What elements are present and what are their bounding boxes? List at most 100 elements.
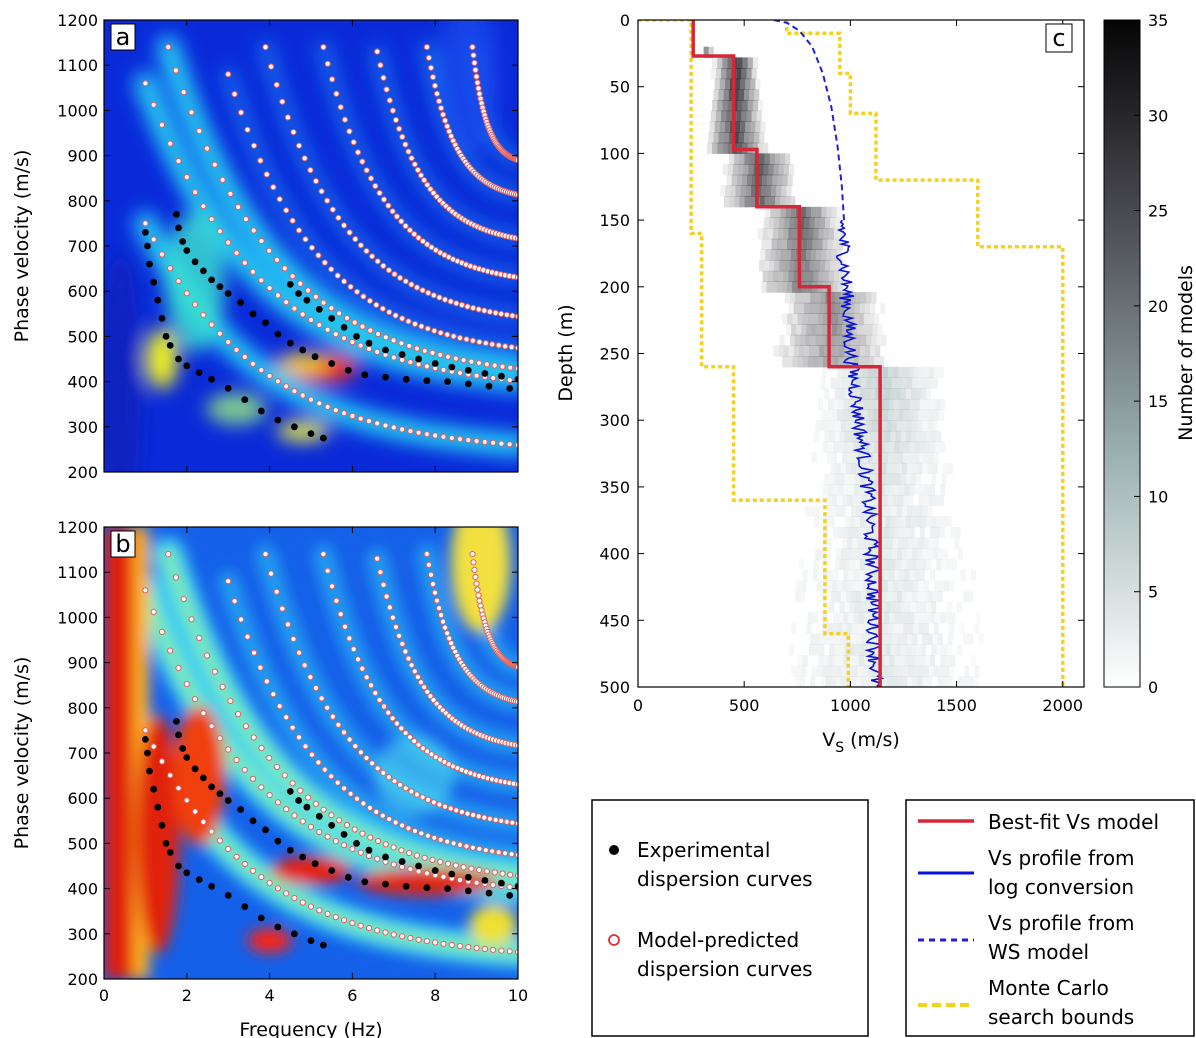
experimental-point: [464, 873, 472, 881]
density-cell: [913, 366, 919, 378]
density-cell: [916, 558, 922, 571]
density-cell: [904, 569, 910, 581]
density-cell: [832, 281, 838, 293]
model-predicted-point: [273, 256, 281, 263]
density-cell: [908, 580, 914, 592]
density-cell: [895, 430, 901, 443]
density-cell: [810, 334, 816, 346]
density-cell: [743, 164, 749, 176]
density-cell: [875, 430, 881, 443]
experimental-point: [299, 853, 307, 861]
panel-c-ytick-label: 500: [599, 678, 630, 697]
density-cell: [812, 238, 818, 250]
experimental-point: [208, 375, 216, 383]
model-predicted-point: [324, 567, 331, 574]
density-cell: [712, 142, 718, 154]
density-cell: [816, 580, 822, 592]
density-cell: [905, 558, 911, 571]
model-predicted-point: [514, 157, 518, 164]
density-cell: [928, 537, 934, 549]
panel-c-ytick-label: 100: [599, 144, 630, 163]
model-predicted-point: [262, 44, 269, 51]
model-predicted-point: [514, 441, 518, 449]
model-predicted-point: [332, 407, 339, 414]
density-cell: [891, 676, 897, 687]
model-predicted-point: [258, 744, 265, 752]
model-predicted-point: [436, 801, 443, 808]
density-cell: [889, 441, 895, 453]
density-cell: [884, 398, 890, 411]
model-predicted-point: [406, 342, 413, 350]
model-predicted-point: [423, 870, 430, 877]
density-cell: [797, 313, 803, 325]
model-predicted-point: [514, 191, 518, 198]
experimental-point: [216, 790, 224, 798]
density-cell: [713, 132, 719, 144]
density-cell: [938, 366, 944, 378]
density-cell: [814, 644, 820, 656]
model-predicted-point: [398, 218, 405, 225]
panel-b-ytick-label: 800: [67, 699, 98, 718]
density-cell: [826, 249, 832, 261]
panel-c-ytick-label: 350: [599, 478, 630, 497]
density-cell: [875, 601, 881, 613]
density-cell: [793, 302, 799, 314]
density-cell: [750, 185, 756, 197]
density-cell: [744, 89, 750, 101]
density-cell: [881, 505, 887, 517]
model-predicted-point: [424, 748, 431, 755]
density-cell: [894, 526, 900, 539]
model-predicted-point: [398, 340, 405, 347]
density-cell: [820, 591, 826, 603]
model-predicted-point: [514, 274, 518, 281]
density-cell: [806, 324, 812, 336]
density-cell: [817, 313, 823, 325]
model-predicted-point: [456, 841, 464, 849]
experimental-point: [299, 346, 307, 354]
density-cell: [882, 494, 888, 507]
model-predicted-point: [357, 922, 364, 929]
model-predicted-point: [450, 333, 457, 340]
model-predicted-point: [299, 899, 306, 906]
model-predicted-point: [411, 668, 418, 675]
experimental-point: [249, 817, 257, 825]
model-predicted-point: [270, 691, 277, 698]
model-predicted-point: [509, 819, 516, 826]
density-cell: [910, 388, 916, 400]
density-cell: [856, 591, 862, 603]
model-predicted-point: [363, 247, 370, 255]
density-cell: [835, 334, 841, 346]
model-predicted-point: [408, 155, 415, 162]
density-cell: [913, 452, 919, 464]
density-cell: [780, 196, 786, 208]
density-cell: [802, 356, 808, 368]
panel-b-xtick-label: 2: [182, 986, 192, 1005]
density-cell: [794, 292, 800, 304]
density-cell: [857, 537, 863, 549]
density-cell: [790, 206, 796, 218]
density-cell: [826, 494, 832, 507]
density-cell: [889, 526, 895, 539]
model-predicted-point: [476, 845, 483, 853]
density-cell: [745, 78, 751, 90]
model-predicted-point: [367, 834, 374, 841]
density-cell: [866, 292, 872, 304]
experimental-point: [415, 355, 422, 363]
model-predicted-point: [486, 308, 493, 315]
density-cell: [844, 270, 850, 282]
model-predicted-point: [473, 73, 480, 80]
heat-blob: [247, 928, 292, 953]
density-cell: [828, 270, 834, 282]
experimental-point: [274, 330, 282, 338]
model-predicted-point: [413, 284, 421, 291]
model-predicted-point: [333, 597, 340, 604]
panel-c: 0 500 1000 1500 2000050100150200250300350400…: [555, 11, 1196, 756]
model-predicted-point: [419, 794, 426, 801]
model-predicted-point: [453, 300, 460, 307]
experimental-point: [175, 862, 182, 870]
density-cell: [852, 665, 858, 677]
density-cell: [789, 217, 795, 229]
density-cell: [963, 676, 969, 687]
density-cell: [926, 388, 932, 400]
model-predicted-point: [392, 819, 399, 826]
